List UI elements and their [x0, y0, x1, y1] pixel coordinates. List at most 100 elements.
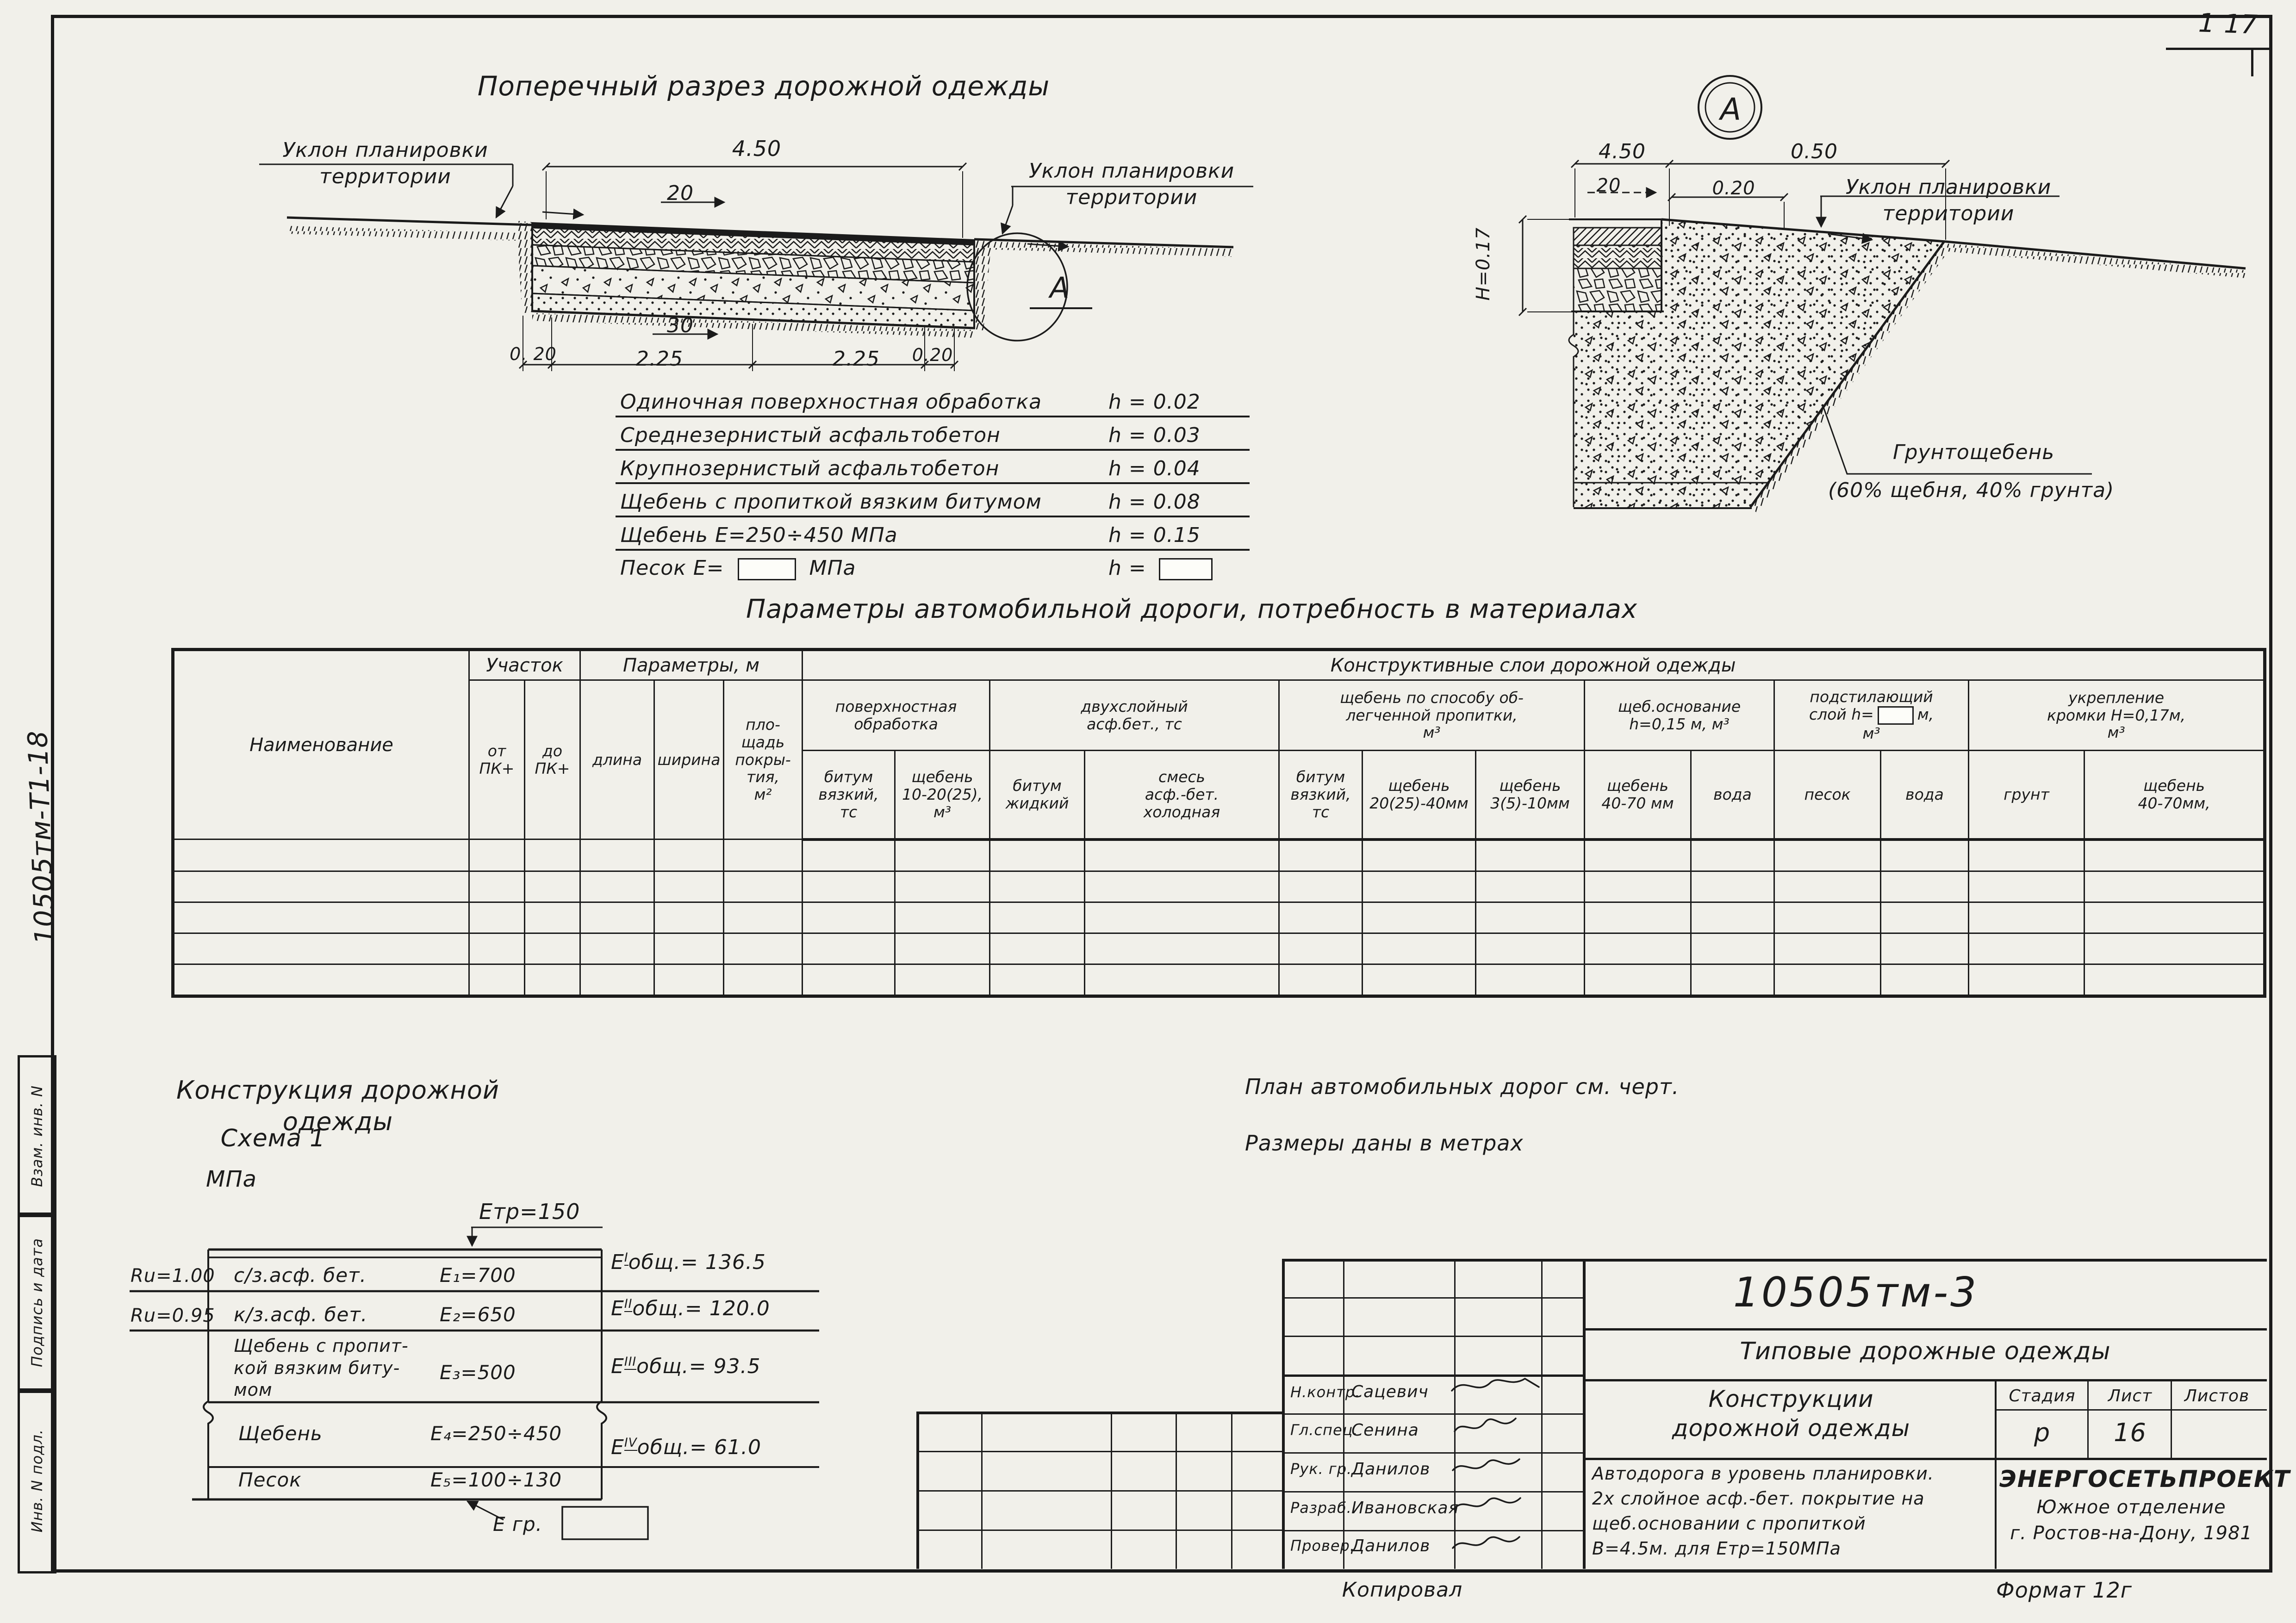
- table-cell: [653, 870, 725, 903]
- uklon-label-right: Уклон планировки территории: [1028, 159, 1235, 210]
- stamp-cell-vzam: Взам. инв. N: [18, 1055, 56, 1217]
- layer-h: h = 0.02: [1108, 390, 1201, 414]
- leaf-col: битум жидкий: [989, 750, 1086, 841]
- table-cell: [1584, 932, 1692, 965]
- layer-h: h = 0.08: [1108, 490, 1201, 514]
- note-plan: План автомобильных дорог см. черт.: [1245, 1074, 1680, 1099]
- tb-rev-h2: [916, 1451, 1285, 1452]
- blank-value-box: [737, 558, 796, 580]
- sheet-title: Конструкции дорожной одежды: [1672, 1386, 1910, 1442]
- slope-30: 30: [667, 314, 694, 337]
- materials-table: Наименование Участок Параметры, м Констр…: [171, 648, 2267, 998]
- table-cell: [523, 932, 581, 965]
- table-cell: [1690, 901, 1775, 934]
- table-cell: [2084, 839, 2266, 872]
- col-shirina: ширина: [653, 679, 725, 840]
- tb-right-h1: [1583, 1328, 2267, 1331]
- table-cell: [1362, 870, 1477, 903]
- kopiroval-label: Копировал: [1342, 1578, 1463, 1602]
- schema-egr: Е гр.: [493, 1513, 542, 1536]
- schema-l1-name: с/з.асф. бет.: [234, 1264, 367, 1287]
- table-cell: [894, 839, 991, 872]
- table-cell: [1773, 870, 1882, 903]
- staff-name-prover: Данилов: [1351, 1536, 1431, 1555]
- layer-name: Крупнозернистый асфальтобетон: [620, 457, 1000, 480]
- table-cell: [989, 932, 1086, 965]
- layer-name: Щебень с пропиткой вязким битумом: [620, 490, 1042, 514]
- layer-h: h = 0.04: [1108, 457, 1201, 480]
- table-cell: [1084, 963, 1280, 997]
- table-cell: [1475, 963, 1586, 997]
- pesok-label: Песок Е=: [620, 556, 724, 580]
- org-city: г. Ростов-на-Дону, 1981: [2010, 1523, 2252, 1544]
- table-cell: [802, 932, 896, 965]
- tb-right-h2: [1583, 1379, 2267, 1381]
- table-cell: [989, 839, 1086, 872]
- table-cell: [468, 901, 525, 934]
- table-cell: [1475, 870, 1586, 903]
- group-parametry: Параметры, м: [579, 649, 803, 681]
- table-cell: [172, 963, 470, 997]
- tb-staff-h4: [1282, 1452, 1583, 1454]
- staff-role-rukgr: Рук. гр.: [1290, 1460, 1352, 1478]
- schema-title: Конструкция дорожной одежды: [176, 1076, 499, 1136]
- table-cell: [802, 901, 896, 934]
- table-cell: [1084, 932, 1280, 965]
- leaf-col: песок: [1773, 750, 1882, 841]
- dim-b-225a: 2.25: [636, 347, 683, 371]
- layers-legend: Одиночная поверхностная обработка h = 0.…: [616, 384, 1250, 582]
- table-cell: [802, 870, 896, 903]
- table-cell: [723, 932, 803, 965]
- stamp-cell-podpis: Подпись и дата: [18, 1213, 56, 1393]
- table-cell: [1278, 870, 1363, 903]
- table-cell: [1475, 901, 1586, 934]
- table-empty-row: [172, 932, 2266, 965]
- blank-value-box: [1158, 558, 1213, 580]
- table-empty-row: [172, 870, 2266, 903]
- layer-name: Одиночная поверхностная обработка: [620, 390, 1042, 414]
- layer-h: h =: [1108, 556, 1213, 580]
- table-cell: [1475, 932, 1586, 965]
- group-osnovanie: щеб.основание h=0,15 м, м³: [1584, 679, 1775, 751]
- leaf-col: вода: [1690, 750, 1775, 841]
- staff-name-rukgr: Данилов: [1351, 1460, 1431, 1479]
- staff-name-glspec: Сенина: [1351, 1421, 1419, 1440]
- table-cell: [1773, 901, 1882, 934]
- margin-code-text: 10505тм-Т1-18: [21, 730, 61, 945]
- tb-staff-h1: [1282, 1336, 1583, 1337]
- tb-right-v1: [1995, 1379, 1997, 1569]
- detail-a-letter: А: [1720, 92, 1742, 127]
- table-cell: [1968, 839, 2085, 872]
- tb-staff-h3: [1282, 1413, 1583, 1415]
- table-cell: [1584, 870, 1692, 903]
- format-label: Формат 12г: [1996, 1578, 2132, 1603]
- table-cell: [894, 963, 991, 997]
- layer-row: Крупнозернистый асфальтобетон h = 0.04: [616, 451, 1250, 484]
- table-cell: [2084, 901, 2266, 934]
- doc-title: Типовые дорожные одежды: [1740, 1337, 2111, 1365]
- pesok-h-label: h =: [1108, 556, 1146, 580]
- table-cell: [468, 870, 525, 903]
- table-cell: [1968, 870, 2085, 903]
- da-dim-050: 0.50: [1791, 140, 1838, 163]
- tb-rev-h4: [916, 1530, 1285, 1531]
- table-cell: [802, 839, 896, 872]
- schema-l2-e: Е₂=650: [440, 1303, 516, 1326]
- staff-role-nkontr: Н.контр.: [1290, 1383, 1361, 1401]
- corner-line-h: [2166, 48, 2272, 50]
- col-naimenovanie: Наименование: [172, 649, 470, 840]
- stamp-cell-vzam-label: Взам. инв. N: [28, 1085, 46, 1187]
- schema-l3-name: Щебень с пропит- кой вязким биту- мом: [234, 1336, 409, 1400]
- tb-rev-h3: [916, 1490, 1285, 1492]
- handwritten-sheet-mark: 1 17: [2197, 8, 2259, 40]
- table-cell: [1584, 901, 1692, 934]
- da-height-dim-text: Н=0.17: [1473, 227, 1494, 301]
- table-cell: [1278, 839, 1363, 872]
- table-cell: [2084, 932, 2266, 965]
- blank-h-box: [1877, 706, 1914, 725]
- tb-right-v2: [2087, 1379, 2089, 1458]
- table-cell: [653, 901, 725, 934]
- table-cell: [1690, 870, 1775, 903]
- table-cell: [989, 963, 1086, 997]
- leaf-col: вода: [1880, 750, 1970, 841]
